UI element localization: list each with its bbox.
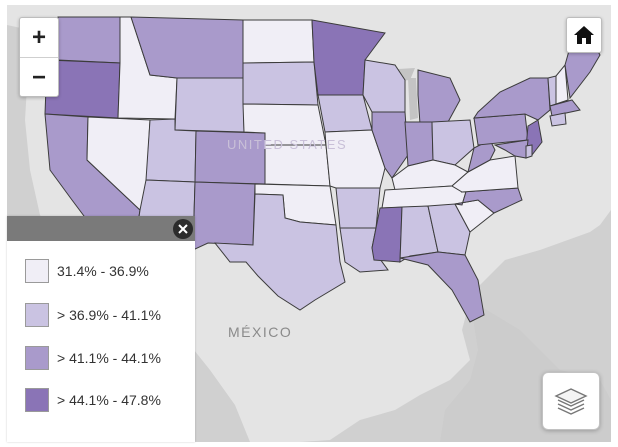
basemap-layers-button[interactable] (542, 372, 600, 430)
zoom-divider (20, 57, 58, 58)
map-canvas[interactable]: UNITED STATES MÉXICO (7, 5, 611, 442)
state-ia[interactable] (317, 94, 373, 133)
zoom-in-button[interactable]: + (31, 23, 46, 51)
state-in[interactable] (404, 121, 434, 167)
legend-label-1: 31.4% - 36.9% (57, 263, 149, 279)
state-pa[interactable] (473, 113, 529, 146)
state-wv[interactable] (467, 139, 496, 173)
legend-label-3: > 41.1% - 44.1% (57, 350, 161, 366)
lake-michigan (408, 78, 418, 120)
layers-icon (554, 388, 588, 415)
legend-panel: 31.4% - 36.9% > 36.9% - 41.1% > 41.1% - … (7, 216, 195, 442)
legend-item-4: > 44.1% - 47.8% (25, 388, 161, 412)
state-wy[interactable] (174, 77, 245, 133)
legend-swatch-3 (25, 346, 49, 370)
home-button[interactable] (566, 17, 602, 53)
state-ma[interactable] (549, 99, 581, 117)
state-tx[interactable] (213, 193, 346, 311)
state-ar[interactable] (335, 187, 381, 229)
state-de[interactable] (525, 144, 533, 159)
country-label-mexico: MÉXICO (228, 324, 293, 340)
zoom-control: + − (19, 17, 59, 97)
legend-item-3: > 41.1% - 44.1% (25, 346, 161, 370)
legend-swatch-2 (25, 303, 49, 327)
home-icon (574, 26, 594, 44)
legend-swatch-4 (25, 388, 49, 412)
legend-item-2: > 36.9% - 41.1% (25, 303, 161, 327)
close-icon (178, 224, 188, 234)
state-nm[interactable] (192, 181, 256, 251)
state-oh[interactable] (431, 119, 475, 166)
state-md[interactable] (493, 139, 529, 159)
country-label-usa: UNITED STATES (227, 137, 348, 152)
state-fl[interactable] (399, 251, 485, 323)
state-sd[interactable] (242, 61, 319, 106)
legend-label-2: > 36.9% - 41.1% (57, 307, 161, 323)
state-nd[interactable] (242, 19, 315, 64)
legend-close-button[interactable] (173, 219, 193, 239)
legend-header (7, 216, 195, 241)
state-mt[interactable] (130, 16, 244, 79)
state-ny[interactable] (473, 77, 551, 121)
legend-item-1: 31.4% - 36.9% (25, 259, 149, 283)
state-ct[interactable] (549, 112, 567, 127)
zoom-out-button[interactable]: − (31, 63, 46, 91)
legend-label-4: > 44.1% - 47.8% (57, 392, 161, 408)
state-vt[interactable] (547, 75, 557, 107)
legend-swatch-1 (25, 259, 49, 283)
state-ga[interactable] (427, 203, 471, 256)
map-svg (7, 5, 611, 442)
state-wa[interactable] (57, 16, 122, 64)
state-nh[interactable] (555, 63, 569, 105)
